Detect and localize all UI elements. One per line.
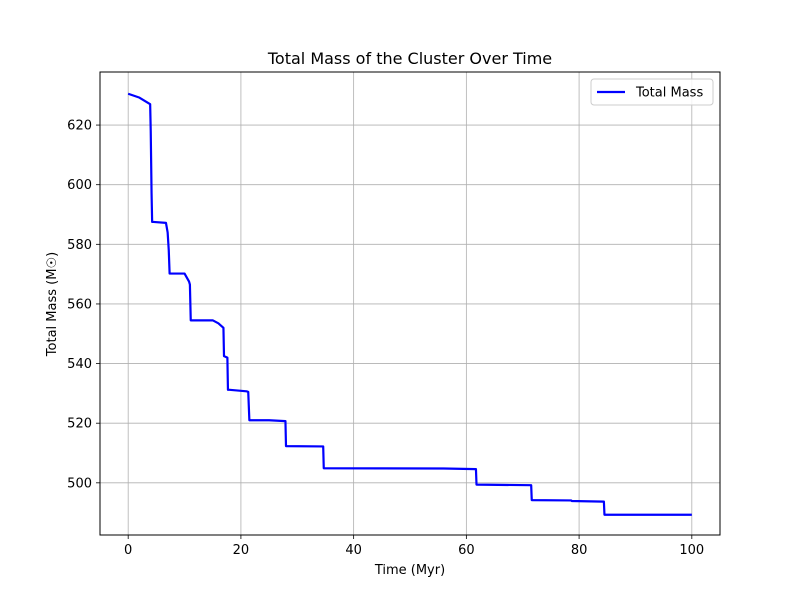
legend-box — [590, 78, 714, 106]
series-line-total-mass — [127, 92, 692, 516]
y-axis-label: Total Mass (M☉) — [45, 252, 60, 357]
legend: Total Mass — [590, 78, 714, 106]
y-tick-label: 560 — [67, 297, 92, 312]
chart-title: Total Mass of the Cluster Over Time — [267, 49, 552, 68]
y-tick-label: 500 — [67, 476, 92, 491]
line-layer — [127, 92, 692, 516]
y-tick-label: 540 — [67, 357, 92, 372]
legend-label: Total Mass — [635, 86, 703, 101]
x-tick-label: 40 — [345, 543, 362, 558]
x-tick-label: 100 — [679, 543, 704, 558]
y-tick-label: 620 — [67, 119, 92, 134]
y-tick-label: 520 — [67, 417, 92, 432]
tick-layer: 0 20 40 60 80 100 500 520 540 560 580 600 620 — [67, 119, 704, 558]
y-tick-label: 580 — [67, 238, 92, 253]
x-tick-label: 60 — [458, 543, 475, 558]
plot-frame — [99, 71, 721, 536]
grid-layer — [100, 72, 720, 535]
x-tick-label: 0 — [124, 543, 132, 558]
x-tick-label: 20 — [233, 543, 250, 558]
x-tick-label: 80 — [571, 543, 588, 558]
x-axis-label: Time (Myr) — [374, 563, 445, 578]
y-tick-label: 600 — [67, 178, 92, 193]
